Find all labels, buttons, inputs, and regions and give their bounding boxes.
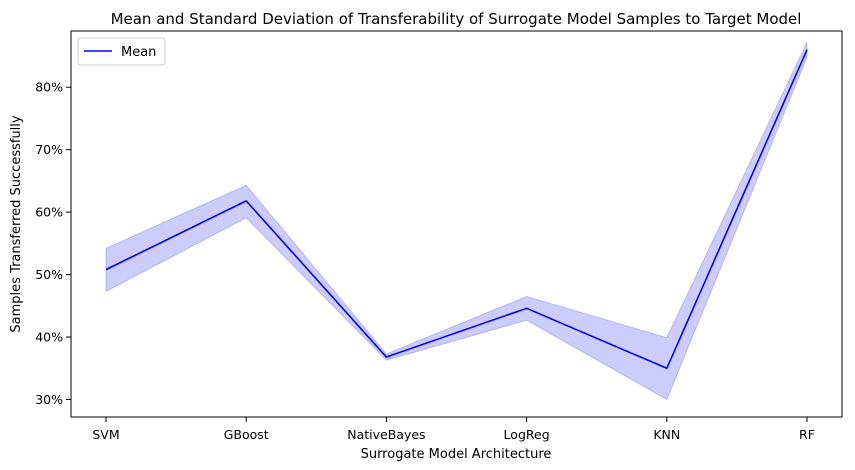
x-axis: SVM GBoost NativeBayes LogReg KNN RF: [92, 417, 815, 442]
mean-line-layer: [105, 49, 808, 370]
y-tick-label-5: 80%: [35, 80, 63, 95]
y-tick-label-3: 60%: [35, 205, 63, 220]
x-axis-title: Surrogate Model Architecture: [361, 447, 552, 462]
x-tick-label-nativebayes: NativeBayes: [347, 427, 425, 442]
y-axis: 30% 40% 50% 60% 70% 80%: [35, 80, 71, 407]
std-band-0: [105, 42, 808, 401]
legend-label-mean: Mean: [121, 45, 156, 60]
y-axis-title: Samples Transferred Successfully: [9, 115, 24, 333]
mean-line-0: [105, 49, 808, 370]
chart-title: Mean and Standard Deviation of Transfera…: [111, 10, 802, 28]
legend: Mean: [77, 37, 166, 66]
x-tick-label-svm: SVM: [92, 427, 119, 442]
y-tick-label-2: 50%: [35, 267, 63, 282]
plot-frame: [70, 30, 843, 418]
x-tick-label-logreg: LogReg: [504, 427, 550, 442]
std-band-layer: [105, 42, 808, 401]
y-tick-label-0: 30%: [35, 392, 63, 407]
x-tick-label-knn: KNN: [653, 427, 680, 442]
legend-box: [77, 37, 166, 66]
y-tick-label-1: 40%: [35, 330, 63, 345]
x-tick-label-gboost: GBoost: [224, 427, 269, 442]
y-tick-label-4: 70%: [35, 142, 63, 157]
x-tick-label-rf: RF: [799, 427, 815, 442]
